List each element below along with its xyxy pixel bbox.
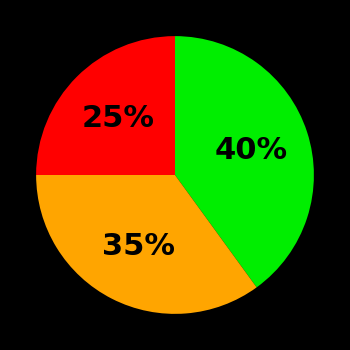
Text: 35%: 35%: [102, 232, 175, 261]
Wedge shape: [36, 175, 257, 314]
Wedge shape: [36, 36, 175, 175]
Text: 25%: 25%: [82, 104, 155, 133]
Wedge shape: [175, 36, 314, 287]
Text: 40%: 40%: [215, 135, 288, 164]
